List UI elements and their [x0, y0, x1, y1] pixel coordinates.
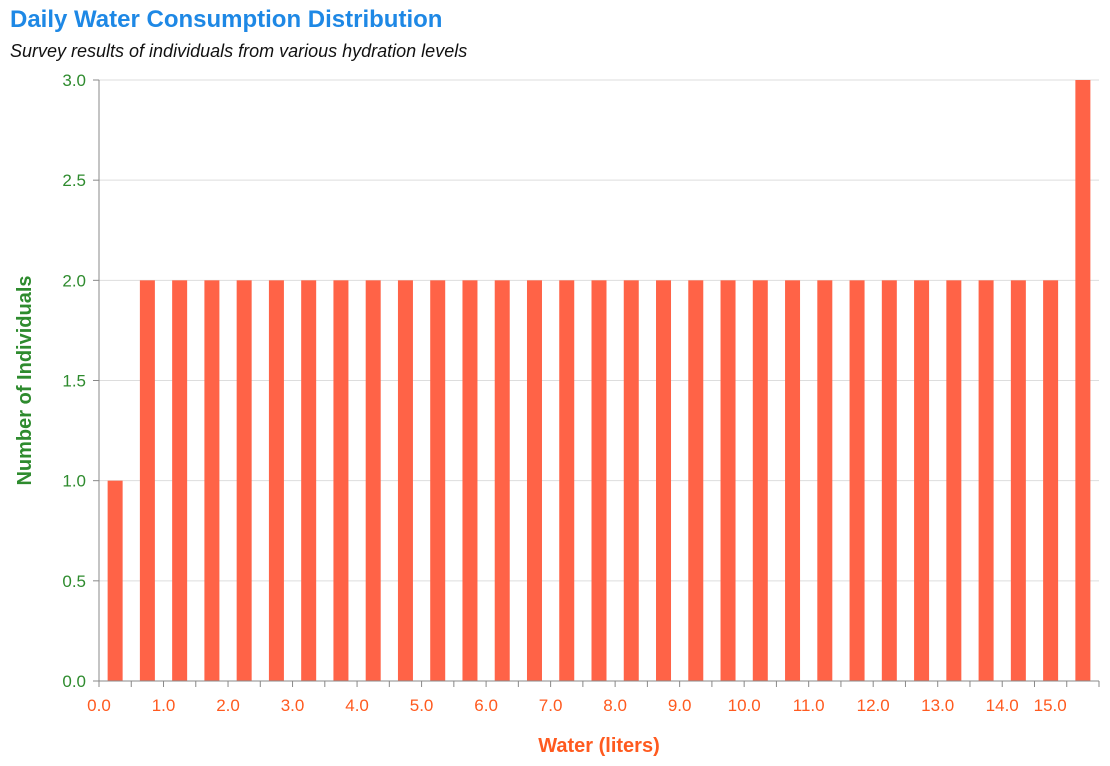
y-tick-label: 1.5	[62, 372, 86, 391]
chart-title: Daily Water Consumption Distribution	[10, 6, 443, 33]
x-tick-label: 11.0	[793, 696, 825, 715]
histogram-bar	[914, 280, 930, 681]
chart-subtitle: Survey results of individuals from vario…	[10, 41, 468, 61]
y-tick-label: 2.5	[62, 171, 86, 190]
histogram-bar	[849, 280, 865, 681]
x-tick-label: 2.0	[216, 696, 240, 715]
y-tick-label: 3.0	[62, 71, 86, 90]
y-tick-label: 0.5	[62, 572, 86, 591]
x-tick-label: 13.0	[921, 696, 954, 715]
histogram-bar	[107, 480, 123, 681]
histogram-bar	[623, 280, 639, 681]
x-tick-label: 3.0	[281, 696, 305, 715]
x-tick-label: 15.0	[1034, 696, 1067, 715]
x-tick-label: 14.0	[986, 696, 1019, 715]
histogram-bar	[494, 280, 510, 681]
y-axis-title: Number of Individuals	[14, 275, 36, 485]
histogram-bar	[268, 280, 284, 681]
x-tick-label: 1.0	[152, 696, 176, 715]
x-tick-label: 8.0	[603, 696, 627, 715]
histogram-bar	[978, 280, 994, 681]
y-tick-label: 0.0	[62, 672, 86, 691]
histogram-bar	[688, 280, 704, 681]
y-tick-label: 1.0	[62, 472, 86, 491]
histogram-bar	[526, 280, 542, 681]
histogram-bar	[236, 280, 252, 681]
x-tick-label: 12.0	[857, 696, 890, 715]
histogram-bar	[817, 280, 833, 681]
histogram-bar	[462, 280, 478, 681]
x-tick-label: 7.0	[539, 696, 563, 715]
histogram-bar	[785, 280, 801, 681]
histogram-bar	[656, 280, 672, 681]
x-tick-label: 9.0	[668, 696, 692, 715]
axes: 0.0 0.5 1.0 1.5 2.0 2.5 3.0 0.0 1.0 2.0 3.0 4.0 5.0 6…	[14, 71, 1100, 757]
histogram-bar	[1043, 280, 1059, 681]
bars	[107, 80, 1091, 681]
histogram-bar	[881, 280, 897, 681]
histogram-bar	[430, 280, 446, 681]
histogram-bar	[139, 280, 155, 681]
x-tick-label: 6.0	[474, 696, 498, 715]
histogram-bar	[1010, 280, 1026, 681]
histogram-bar	[559, 280, 575, 681]
histogram-bar	[752, 280, 768, 681]
histogram-bar	[301, 280, 317, 681]
histogram-bar	[1075, 80, 1091, 681]
histogram-bar	[591, 280, 607, 681]
histogram-bar	[397, 280, 413, 681]
histogram-bar	[204, 280, 220, 681]
histogram-bar	[365, 280, 381, 681]
x-tick-label: 5.0	[410, 696, 434, 715]
histogram-bar	[172, 280, 188, 681]
x-tick-label: 0.0	[87, 696, 111, 715]
histogram-bar	[946, 280, 962, 681]
x-tick-label: 10.0	[728, 696, 761, 715]
histogram-bar	[333, 280, 349, 681]
histogram-bar	[720, 280, 736, 681]
x-tick-label: 4.0	[345, 696, 369, 715]
y-tick-label: 2.0	[62, 271, 86, 290]
x-axis-title: Water (liters)	[538, 735, 660, 757]
